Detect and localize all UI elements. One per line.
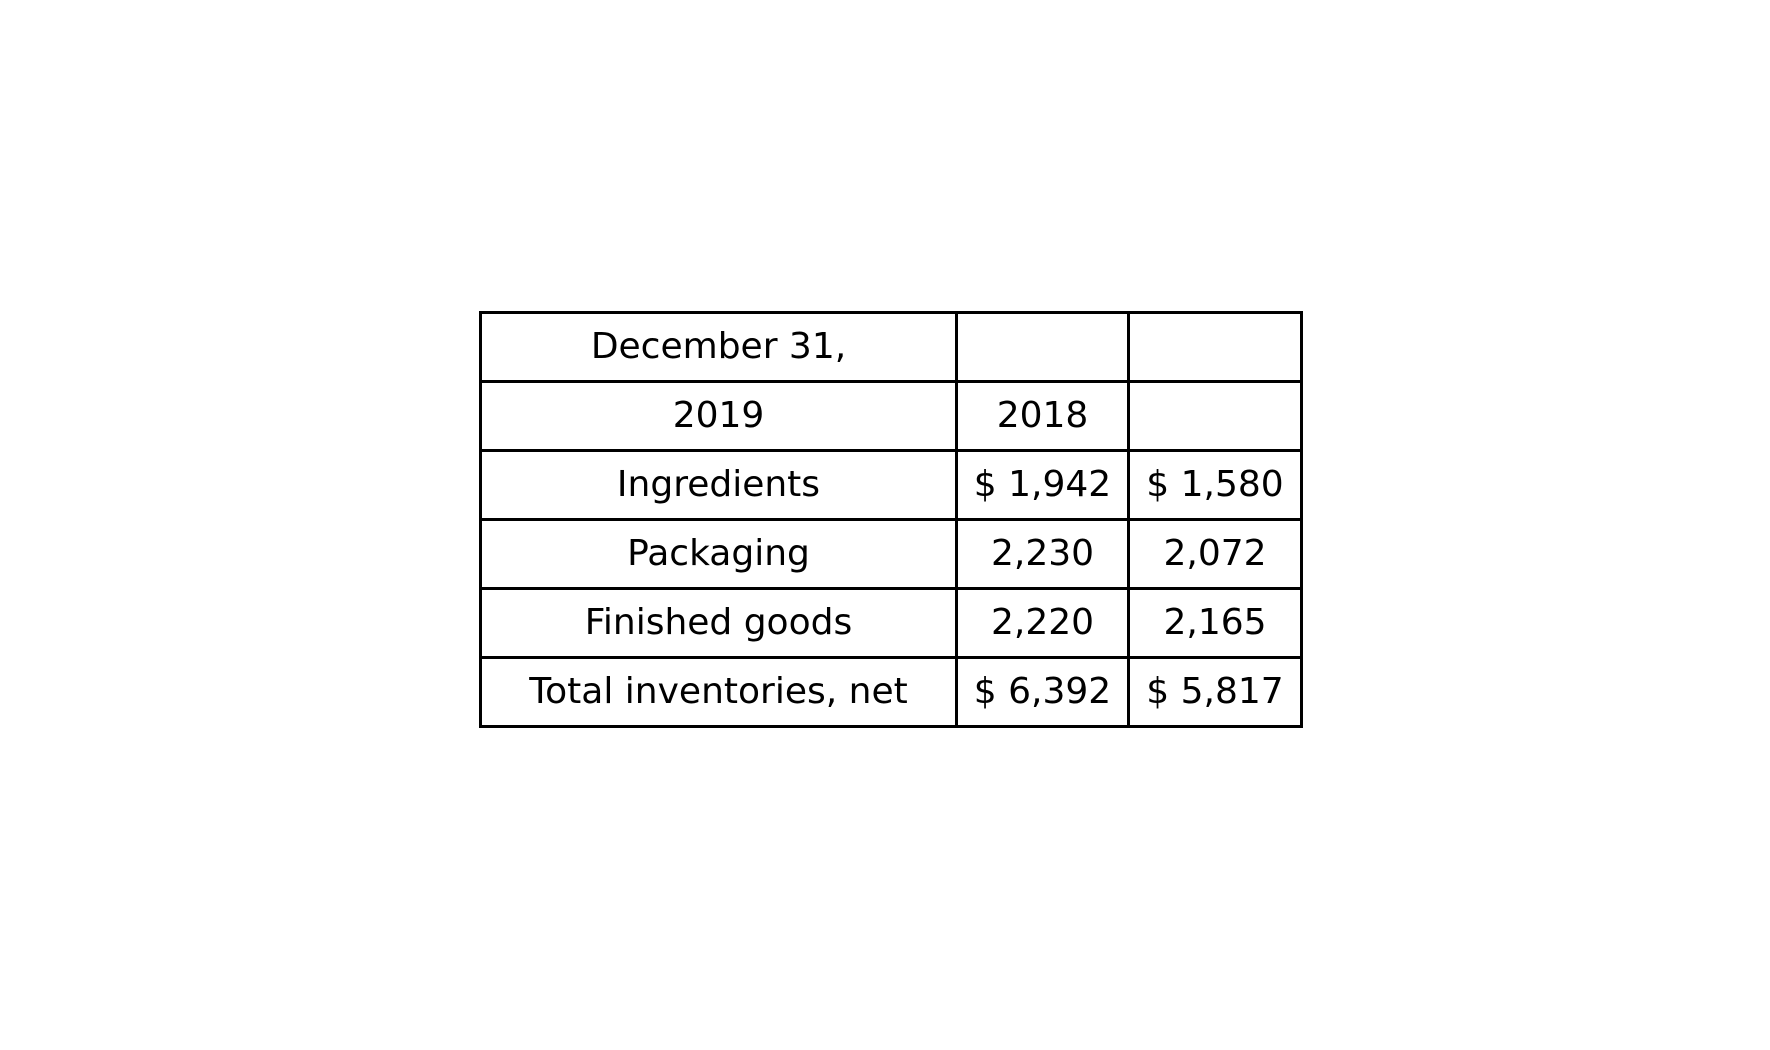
value-cell: $ 1,942 xyxy=(955,449,1130,521)
value-cell: $ 1,580 xyxy=(1127,449,1303,521)
header-row-years: 2019 2018 xyxy=(479,380,1303,452)
row-label: Ingredients xyxy=(479,449,958,521)
header-empty-cell xyxy=(1127,380,1303,452)
value-cell: 2,072 xyxy=(1127,518,1303,590)
inventory-table: December 31, 2019 2018 Ingredients $ 1,9… xyxy=(479,311,1303,728)
table-row: Finished goods 2,220 2,165 xyxy=(479,587,1303,659)
row-label: Total inventories, net xyxy=(479,656,958,728)
header-empty-cell xyxy=(955,311,1130,383)
header-year-cell: 2018 xyxy=(955,380,1130,452)
row-label: Finished goods xyxy=(479,587,958,659)
value-cell: 2,165 xyxy=(1127,587,1303,659)
header-row-date: December 31, xyxy=(479,311,1303,383)
header-date-cell: December 31, xyxy=(479,311,958,383)
header-year-cell: 2019 xyxy=(479,380,958,452)
value-cell: $ 6,392 xyxy=(955,656,1130,728)
table-row: Ingredients $ 1,942 $ 1,580 xyxy=(479,449,1303,521)
row-label: Packaging xyxy=(479,518,958,590)
header-empty-cell xyxy=(1127,311,1303,383)
value-cell: 2,220 xyxy=(955,587,1130,659)
table-row: Packaging 2,230 2,072 xyxy=(479,518,1303,590)
total-row: Total inventories, net $ 6,392 $ 5,817 xyxy=(479,656,1303,728)
value-cell: 2,230 xyxy=(955,518,1130,590)
value-cell: $ 5,817 xyxy=(1127,656,1303,728)
